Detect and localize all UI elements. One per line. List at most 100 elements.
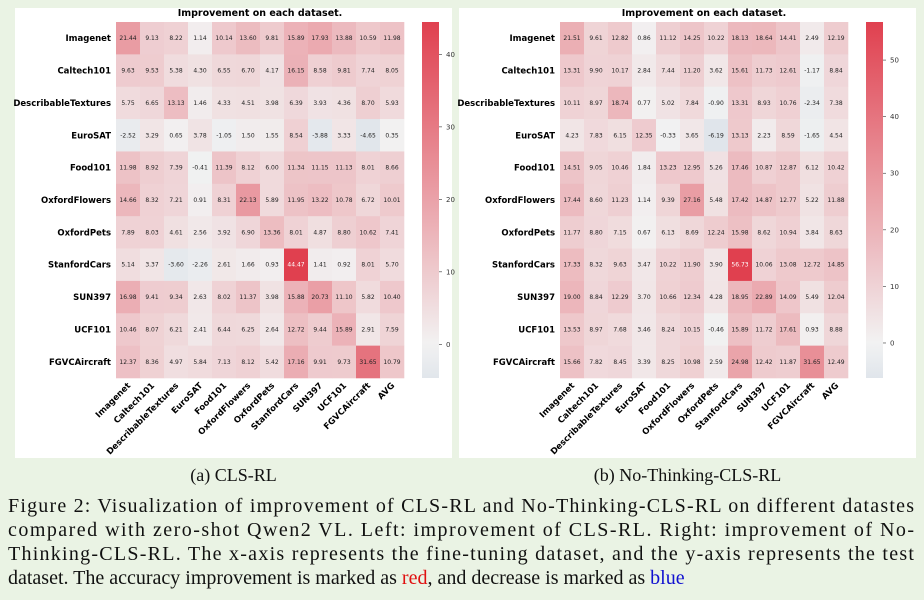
heatmap-cell: [188, 248, 213, 282]
heatmap-cell: [260, 54, 285, 88]
cell-label: 7.13: [217, 359, 231, 366]
cell-label: 9.41: [145, 294, 159, 301]
heatmap-cell: [704, 86, 729, 120]
cell-label: 5.42: [265, 359, 279, 366]
cell-label: 9.73: [337, 359, 351, 366]
cell-label: 3.93: [313, 100, 327, 107]
cell-label: 8.63: [829, 229, 843, 236]
cell-label: 4.17: [265, 68, 279, 75]
heatmap-cell: [164, 313, 189, 346]
heatmap-cell: [164, 345, 189, 379]
cell-label: 4.97: [169, 359, 183, 366]
cell-label: 9.91: [313, 359, 327, 366]
cell-label: 11.20: [683, 68, 700, 75]
cell-label: 8.69: [685, 229, 699, 236]
heatmap-cell: [188, 86, 213, 120]
cell-label: 6.70: [241, 68, 255, 75]
heatmap-cell: [164, 151, 189, 185]
heatmap-cell: [140, 22, 165, 55]
heatmap-cell: [776, 280, 801, 314]
heatmap-cell: [116, 216, 141, 249]
cell-label: 1.50: [241, 132, 255, 139]
heatmap-cell: [728, 313, 753, 346]
cell-label: 14.85: [827, 262, 844, 269]
cell-label: 18.13: [731, 35, 748, 42]
cell-label: 11.73: [755, 68, 772, 75]
cell-label: 10.01: [383, 197, 400, 204]
heatmap-cell: [332, 313, 357, 346]
heatmap-cell: [608, 216, 633, 249]
cell-label: 2.59: [709, 359, 723, 366]
heatmap-cell: [212, 119, 237, 152]
heatmap-cell: [116, 86, 141, 120]
y-tick-label: DescribableTextures: [457, 99, 555, 109]
cell-label: 4.54: [829, 132, 843, 139]
chart-title: Improvement on each dataset.: [178, 8, 343, 19]
cell-label: 10.06: [755, 262, 772, 269]
heatmap-cell: [656, 280, 681, 314]
heatmap-cell: [236, 345, 261, 379]
heatmap-cell: [188, 216, 213, 249]
cell-label: 16.15: [287, 68, 304, 75]
cell-label: 14.09: [779, 294, 796, 301]
cell-label: 4.51: [241, 100, 255, 107]
heatmap-cell: [752, 313, 777, 346]
heatmap-cell: [236, 151, 261, 185]
cell-label: 11.13: [335, 165, 352, 172]
cell-label: 10.78: [335, 197, 352, 204]
cell-label: 6.00: [265, 165, 279, 172]
heatmap-cell: [236, 313, 261, 346]
cell-label: 8.84: [829, 68, 843, 75]
cell-label: 5.49: [805, 294, 819, 301]
colorbar: [866, 22, 883, 378]
cell-label: 10.62: [359, 229, 376, 236]
cell-label: 1.14: [637, 197, 651, 204]
heatmap-cell: [380, 86, 405, 120]
cell-label: 4.33: [217, 100, 231, 107]
heatmap-cell: [284, 280, 309, 314]
heatmap-cell: [608, 119, 633, 152]
cell-label: 13.23: [659, 165, 676, 172]
cell-label: 11.37: [239, 294, 256, 301]
cell-label: 2.64: [265, 326, 279, 333]
cell-label: 8.05: [385, 68, 399, 75]
y-tick-label: Caltech101: [501, 67, 555, 77]
cell-label: -0.41: [192, 165, 208, 172]
y-tick-label: FGVCAircraft: [49, 358, 111, 368]
heatmap-cell: [560, 54, 585, 88]
cell-label: 8.60: [589, 197, 603, 204]
cell-label: 20.73: [311, 294, 328, 301]
cell-label: 31.65: [359, 359, 376, 366]
cell-label: 8.93: [757, 100, 771, 107]
caption-line: compared with zero-shot Qwen2 VL. Left: …: [8, 519, 914, 541]
cell-label: 11.34: [287, 165, 304, 172]
cell-label: 11.12: [659, 35, 676, 42]
caption-line: Figure 2: Visualization of improvement o…: [8, 495, 914, 517]
heatmap-cell: [380, 151, 405, 185]
heatmap-cell: [632, 119, 657, 152]
heatmap-cell: [824, 248, 849, 282]
cell-label: 5.38: [169, 68, 183, 75]
heatmap-cell: [284, 345, 309, 379]
heatmap-cell: [356, 22, 381, 55]
heatmap-cell: [584, 313, 609, 346]
heatmap-cell: [752, 22, 777, 55]
y-tick-label: OxfordFlowers: [41, 196, 111, 206]
cell-label: 8.03: [145, 229, 159, 236]
heatmap-cell: [632, 22, 657, 55]
cell-label: 1.41: [313, 262, 327, 269]
heatmap-cell: [728, 119, 753, 152]
y-tick-label: UCF101: [518, 325, 555, 335]
cell-label: 9.39: [661, 197, 675, 204]
cell-label: 18.64: [755, 35, 772, 42]
cell-label: 2.41: [193, 326, 207, 333]
cell-label: 17.46: [731, 165, 748, 172]
heatmap-cell: [308, 54, 333, 88]
cell-label: 11.72: [755, 326, 772, 333]
cell-label: -2.26: [192, 262, 208, 269]
cell-label: 13.13: [731, 132, 748, 139]
heatmap-cell: [260, 216, 285, 249]
heatmap-cell: [356, 280, 381, 314]
cell-label: 1.84: [637, 165, 651, 172]
